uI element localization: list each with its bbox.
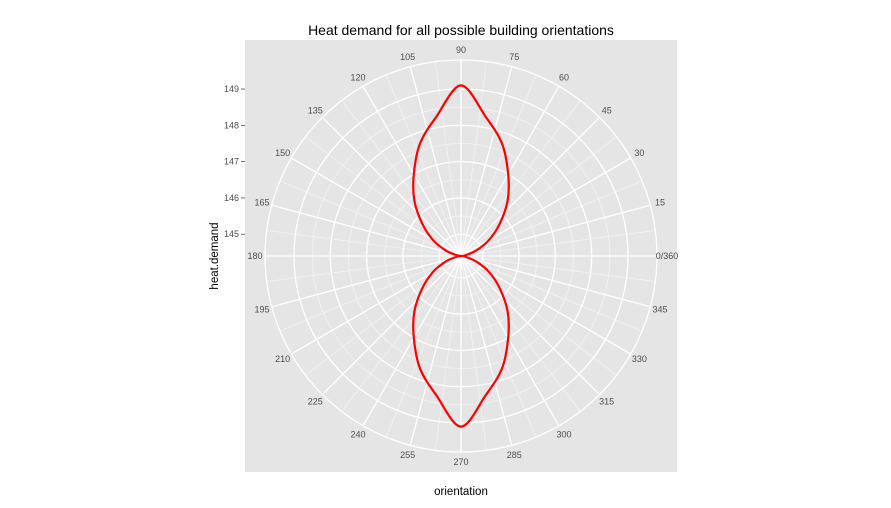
angle-tick-label: 30 [634, 148, 644, 158]
minor-spoke [460, 230, 656, 257]
minor-spoke [460, 255, 617, 376]
series-line [412, 84, 510, 428]
minor-spoke [435, 255, 462, 451]
angle-tick-label: 285 [507, 450, 522, 460]
minor-spoke [460, 100, 581, 257]
major-spoke [362, 85, 462, 257]
major-spoke [460, 66, 513, 257]
angle-tick-label: 105 [400, 52, 415, 62]
minor-spoke [460, 255, 643, 332]
major-spoke [271, 204, 462, 257]
radial-tick-label: 148 [224, 120, 239, 130]
angle-tick-label: 240 [350, 429, 365, 439]
angle-tick-label: 135 [308, 105, 323, 115]
major-spoke [409, 66, 462, 257]
major-spoke [460, 255, 601, 396]
minor-spoke [341, 100, 462, 257]
angle-tick-label: 120 [350, 73, 365, 83]
major-spoke [460, 116, 601, 257]
minor-spoke [305, 255, 462, 376]
angle-tick-label: 300 [556, 429, 571, 439]
chart-title: Heat demand for all possible building or… [308, 22, 614, 38]
major-spoke [460, 255, 560, 427]
radial-tick-label: 146 [224, 193, 239, 203]
minor-spoke [460, 61, 487, 257]
angle-tick-label: 210 [275, 354, 290, 364]
minor-spoke [279, 180, 462, 257]
radial-tick-labels: 145 146 147 148 149 [224, 84, 245, 239]
minor-spoke [341, 255, 462, 412]
major-spoke [271, 255, 462, 308]
minor-spoke [460, 74, 537, 257]
minor-spoke [460, 136, 617, 257]
minor-spoke [266, 230, 462, 257]
x-axis-title: orientation [434, 486, 488, 498]
major-spoke [321, 255, 462, 396]
series-layer [412, 84, 510, 428]
angle-tick-label: 195 [254, 304, 269, 314]
minor-spoke [435, 61, 462, 257]
major-spoke [460, 204, 651, 257]
major-spoke [409, 255, 462, 446]
minor-spoke [460, 180, 643, 257]
minor-spoke [385, 74, 462, 257]
major-spoke [321, 116, 462, 257]
angle-tick-label: 255 [400, 450, 415, 460]
major-spoke [460, 85, 560, 257]
angle-tick-label: 345 [652, 304, 667, 314]
angle-tick-label: 330 [632, 354, 647, 364]
angle-tick-label: 0/360 [656, 251, 679, 261]
angle-tick-label: 180 [247, 251, 262, 261]
angle-tick-label: 270 [453, 457, 468, 467]
angle-tick-label: 90 [456, 45, 466, 55]
radial-tick-label: 147 [224, 157, 239, 167]
minor-spoke [460, 255, 581, 412]
angle-tick-labels: 0/360 15 30 45 60 75 90 105 120 135 150 165 180 195 21… [247, 45, 678, 467]
minor-spoke [266, 255, 462, 282]
angle-tick-label: 60 [559, 73, 569, 83]
major-spoke [460, 255, 513, 446]
angle-tick-label: 225 [308, 397, 323, 407]
minor-spoke [305, 136, 462, 257]
minor-spoke [385, 255, 462, 438]
angle-tick-label: 75 [509, 52, 519, 62]
angle-tick-label: 165 [254, 198, 269, 208]
radial-tick-label: 145 [224, 229, 239, 239]
minor-spoke [460, 255, 487, 451]
major-spoke [460, 255, 651, 308]
angle-tick-label: 150 [275, 148, 290, 158]
angle-tick-label: 15 [655, 198, 665, 208]
minor-spoke [460, 255, 656, 282]
radial-tick-label: 149 [224, 84, 239, 94]
y-axis-title: heat.demand [209, 222, 221, 289]
major-spoke [362, 255, 462, 427]
minor-spoke [460, 255, 537, 438]
minor-spoke [279, 255, 462, 332]
angle-tick-label: 45 [602, 105, 612, 115]
angle-tick-label: 315 [599, 397, 614, 407]
grid [264, 59, 658, 453]
